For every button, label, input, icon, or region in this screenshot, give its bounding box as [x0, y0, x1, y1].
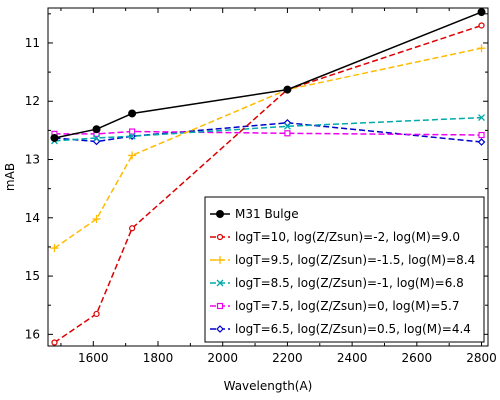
series-line [54, 122, 482, 143]
series-group [50, 8, 486, 346]
legend-marker [216, 279, 224, 287]
legend-item: logT=10, log(Z/Zsun)=-2, log(M)=9.0 [210, 230, 460, 244]
y-tick-label: 13 [25, 153, 40, 167]
y-tick-label: 16 [25, 327, 40, 341]
data-point-b [283, 122, 291, 130]
data-point-b [93, 134, 100, 142]
legend-item: logT=7.5, log(Z/Zsun)=0, log(M)=5.7 [210, 299, 459, 313]
x-tick-label: 2800 [466, 351, 497, 365]
legend-label: logT=6.5, log(Z/Zsun)=0.5, log(M)=4.4 [235, 322, 471, 336]
data-point [129, 128, 136, 135]
y-axis-title: mAB [3, 163, 17, 191]
series-1 [50, 8, 486, 142]
data-point [283, 85, 292, 94]
legend-marker [216, 325, 224, 333]
y-tick-label: 11 [25, 36, 40, 50]
data-point [478, 22, 485, 29]
data-point [283, 122, 291, 130]
legend-marker [216, 302, 224, 310]
data-point [93, 134, 100, 142]
data-point [50, 133, 59, 142]
y-tick-label: 15 [25, 269, 40, 283]
legend-label: logT=9.5, log(Z/Zsun)=-1.5, log(M)=8.4 [235, 253, 475, 267]
legend-label: M31 Bulge [235, 207, 299, 221]
legend-marker-b [216, 279, 224, 287]
legend-box [204, 196, 485, 343]
data-point-b [478, 114, 485, 122]
x-tick-label: 2400 [337, 351, 368, 365]
data-point [478, 114, 485, 122]
legend-marker [216, 256, 224, 264]
series-5 [51, 128, 485, 139]
y-tick-label: 12 [25, 94, 40, 108]
data-point [477, 8, 486, 17]
series-line [54, 24, 482, 344]
data-point [478, 131, 485, 139]
x-tick-label: 2200 [272, 351, 303, 365]
legend-marker [216, 210, 224, 218]
data-point [128, 132, 136, 140]
data-point-b [128, 132, 136, 140]
y-tick-label: 14 [25, 211, 40, 225]
x-tick-label: 2600 [402, 351, 433, 365]
x-axis-title: Wavelength(A) [224, 379, 313, 393]
x-tick-label: 1800 [143, 351, 174, 365]
data-point [284, 130, 291, 137]
legend: M31 Bulge logT=10, log(Z/Zsun)=-2, log(M)… [204, 196, 485, 343]
data-point [128, 109, 137, 118]
data-point [92, 125, 101, 134]
data-point [92, 214, 101, 223]
legend-item: logT=6.5, log(Z/Zsun)=0.5, log(M)=4.4 [210, 322, 471, 336]
axes: 1600 1800 2000 2200 2400 2600 2800 11 12 13 14 15 16 [25, 7, 497, 365]
data-point [51, 339, 58, 346]
x-tick-label: 1600 [78, 351, 109, 365]
data-point [128, 151, 137, 160]
legend-item: logT=9.5, log(Z/Zsun)=-1.5, log(M)=8.4 [210, 253, 475, 267]
legend-label: logT=8.5, log(Z/Zsun)=-1, log(M)=6.8 [235, 276, 464, 290]
legend-item: M31 Bulge [210, 207, 299, 221]
data-point [93, 310, 100, 318]
plot-frame [47, 7, 489, 347]
x-tick-label: 2000 [207, 351, 238, 365]
data-point [477, 44, 486, 53]
legend-label: logT=7.5, log(Z/Zsun)=0, log(M)=5.7 [235, 299, 459, 313]
data-point [129, 225, 136, 232]
legend-item: logT=8.5, log(Z/Zsun)=-1, log(M)=6.8 [210, 276, 464, 290]
data-point [477, 138, 486, 146]
legend-label: logT=10, log(Z/Zsun)=-2, log(M)=9.0 [235, 230, 460, 244]
data-point [50, 244, 59, 253]
legend-marker [216, 233, 224, 241]
